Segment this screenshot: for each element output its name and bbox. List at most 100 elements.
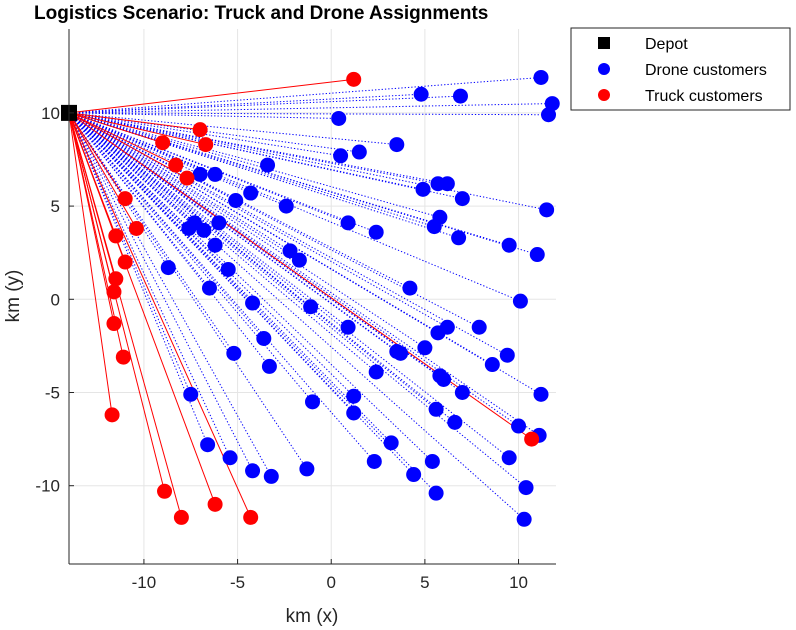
truck-route (68, 78, 354, 114)
drone-customer-point (413, 86, 429, 102)
drone-customer-point (282, 243, 298, 259)
drone-customer-point (512, 293, 528, 309)
drone-route (68, 95, 461, 114)
drone-route (68, 112, 377, 233)
drone-route (68, 112, 549, 116)
drone-customer-point (436, 371, 452, 387)
drone-route (68, 112, 209, 445)
truck-customer-point (106, 284, 122, 300)
drone-route (68, 76, 542, 114)
drone-customer-point (533, 69, 549, 85)
drone-customer-point (501, 450, 517, 466)
drone-customer-point (278, 198, 294, 214)
truck-route (68, 112, 182, 518)
drone-customer-point (454, 191, 470, 207)
drone-customer-point (207, 237, 223, 253)
drone-route (68, 112, 270, 367)
drone-route (68, 112, 480, 328)
truck-route (68, 112, 201, 131)
drone-customer-point (243, 185, 259, 201)
drone-customer-point (192, 166, 208, 182)
drone-customer-point (222, 450, 238, 466)
drone-customer-point (518, 480, 534, 496)
drone-route (68, 112, 401, 354)
drone-customer-point (428, 485, 444, 501)
drone-customer-point (383, 435, 399, 451)
drone-customer-point (263, 468, 279, 484)
drone-customer-point (539, 202, 555, 218)
drone-customer-point (406, 467, 422, 483)
drone-customer-point (303, 299, 319, 315)
x-axis-label: km (x) (286, 606, 339, 627)
truck-route (68, 112, 166, 492)
drone-customer-point (331, 110, 347, 126)
drone-customer-point (351, 144, 367, 160)
drone-customer-point (228, 192, 244, 208)
truck-customer-point (524, 431, 540, 447)
drone-customer-point (426, 219, 442, 235)
drone-customer-point (305, 394, 320, 410)
drone-customer-point (428, 401, 444, 417)
drone-route (68, 93, 422, 114)
y-axis-label: km (y) (3, 270, 24, 323)
drone-route (68, 112, 510, 459)
drone-customer-point (541, 107, 557, 123)
x-tick-label: -5 (230, 573, 245, 592)
drone-route (68, 112, 542, 395)
y-tick-labels: -10 -5 0 5 10 (35, 104, 60, 496)
drone-customer-point (183, 386, 199, 402)
drone-customer-point (211, 215, 227, 231)
drone-route (68, 112, 397, 146)
truck-route (68, 112, 126, 199)
drone-route (68, 112, 355, 397)
drone-route (68, 112, 439, 185)
drone-customer-point (368, 224, 384, 240)
drone-route (68, 112, 272, 477)
truck-route (68, 112, 206, 146)
y-tick-label: -10 (35, 477, 60, 496)
drone-route (68, 112, 375, 462)
drone-customer-point (430, 176, 446, 192)
drone-customer-point (499, 347, 515, 363)
truck-customer-point (173, 509, 189, 525)
truck-customer-point (179, 170, 195, 186)
truck-route (68, 112, 176, 166)
drone-customer-point (516, 511, 532, 527)
drone-route (68, 112, 424, 190)
truck-route (68, 112, 188, 179)
drone-customer-point (346, 388, 362, 404)
drone-customer-point (260, 157, 276, 173)
truck-customer-point (346, 71, 362, 87)
legend-drone-marker (598, 63, 610, 75)
truck-customer-point (128, 220, 144, 236)
truck-points (104, 71, 540, 525)
drone-customer-point (299, 461, 315, 477)
drone-customer-point (430, 325, 446, 341)
drone-customer-point (447, 414, 463, 430)
truck-customer-point (108, 228, 124, 244)
truck-customer-point (155, 135, 171, 151)
drone-route (68, 112, 540, 436)
drone-route (68, 112, 313, 403)
drone-customer-point (501, 237, 517, 253)
drone-customer-point (402, 280, 418, 296)
drone-route (68, 112, 538, 256)
drone-customer-point (196, 222, 212, 238)
drone-route (68, 103, 553, 114)
truck-customer-point (157, 483, 173, 499)
drone-route (68, 112, 433, 462)
routes (68, 76, 553, 520)
legend-depot-marker (598, 37, 610, 49)
drone-customer-point (417, 340, 433, 356)
truck-customer-point (115, 349, 131, 365)
drone-customer-point (160, 260, 176, 276)
drone-route (68, 112, 339, 119)
truck-customer-point (192, 122, 208, 138)
drone-route (68, 112, 437, 410)
legend-truck-marker (598, 89, 610, 101)
drone-customer-point (340, 319, 356, 335)
x-tick-label: 5 (420, 573, 429, 592)
drone-customer-point (452, 88, 468, 104)
truck-customer-point (104, 407, 120, 423)
truck-route (68, 112, 137, 229)
